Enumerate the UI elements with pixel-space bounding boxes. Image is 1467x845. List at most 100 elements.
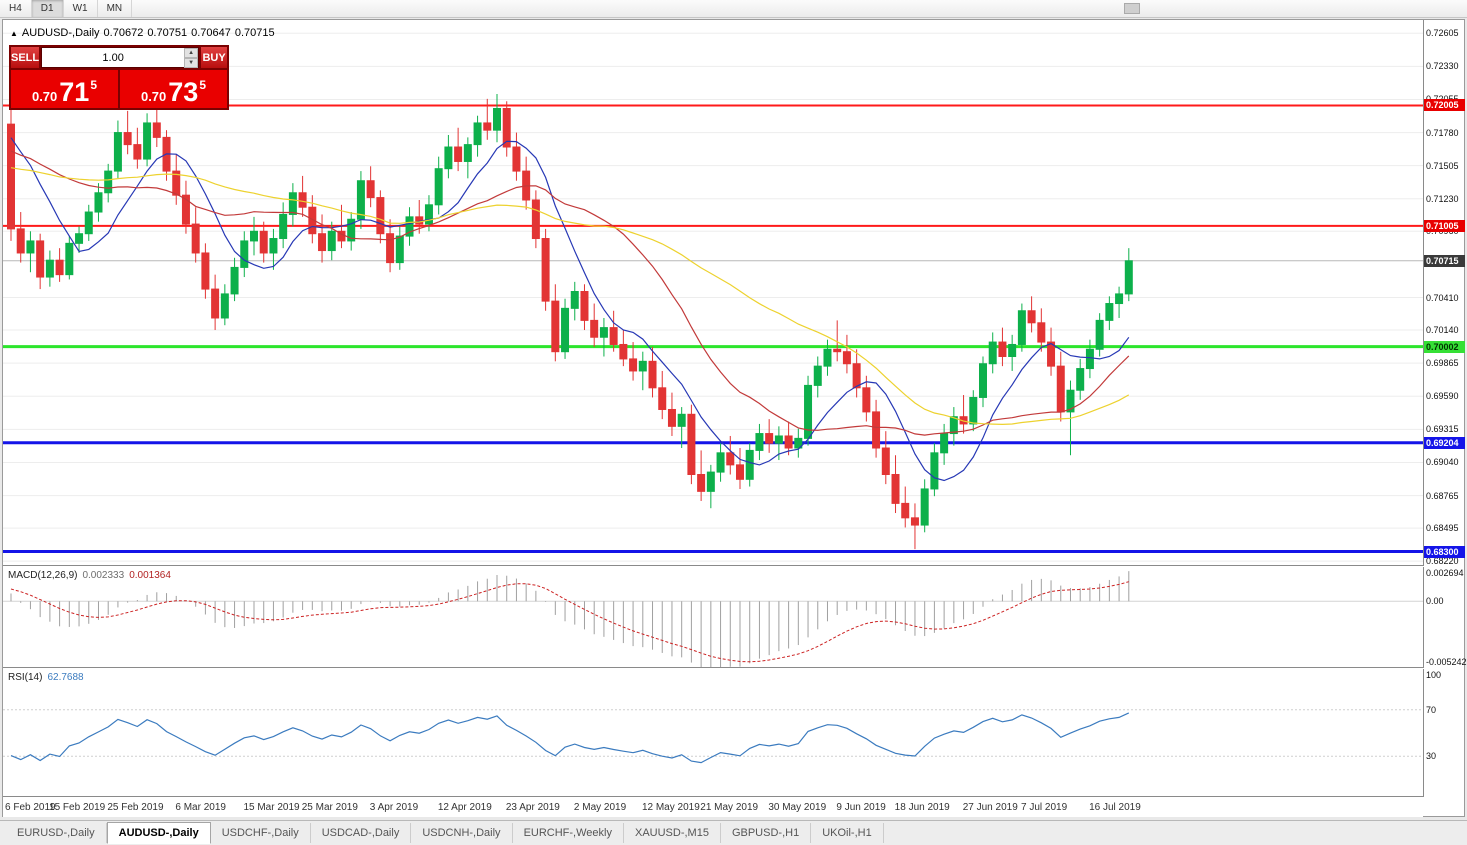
hline-price-tag[interactable]: 0.70002: [1424, 340, 1465, 353]
timeframe-button-h4[interactable]: H4: [0, 0, 32, 17]
macd-tick-label: -0.005242: [1426, 657, 1467, 667]
timeframe-toolbar: H4 D1 W1 MN: [0, 0, 1467, 18]
buy-price-big: 73: [168, 77, 199, 107]
rsi-tick-label: 70: [1426, 704, 1437, 715]
ohlc-high: 0.70751: [147, 27, 188, 39]
sell-price-display[interactable]: 0.70 71 5: [11, 70, 118, 108]
chart-tab-ukoil[interactable]: UKOil-,H1: [811, 823, 884, 843]
timeframe-button-d1[interactable]: D1: [31, 0, 64, 17]
buy-button[interactable]: BUY: [201, 47, 227, 68]
sell-price-sup: 5: [90, 78, 98, 92]
hline-price-tag[interactable]: 0.72005: [1424, 99, 1465, 112]
rsi-chart-canvas[interactable]: [3, 669, 1423, 797]
date-label: 15 Mar 2019: [243, 802, 300, 813]
main-chart-area[interactable]: ▲ AUDUSD-,Daily 0.70672 0.70751 0.70647 0.707…: [3, 20, 1423, 566]
price-tick-label: 0.72330: [1426, 61, 1459, 72]
price-axis[interactable]: 0.72605 0.72330 0.72055 0.71780 0.71505 0.712…: [1423, 20, 1465, 567]
volume-box: ▲ ▼: [41, 47, 200, 68]
date-label: 6 Feb 2019: [5, 802, 56, 813]
chart-tab-gbpusd[interactable]: GBPUSD-,H1: [721, 823, 812, 843]
date-label: 16 Jul 2019: [1089, 802, 1141, 813]
chart-tab-eurchf[interactable]: EURCHF-,Weekly: [513, 823, 624, 843]
hline-price-tag[interactable]: 0.71005: [1424, 219, 1465, 232]
date-label: 27 Jun 2019: [962, 802, 1018, 813]
price-tick-label: 0.70410: [1426, 292, 1459, 303]
timeframe-button-w1[interactable]: W1: [64, 0, 98, 17]
date-label: 7 Jul 2019: [1021, 802, 1068, 813]
grid-layer: [3, 32, 1423, 562]
time-axis[interactable]: 6 Feb 2019 15 Feb 2019 25 Feb 2019 6 Mar 20…: [3, 798, 1423, 817]
date-label: 30 May 2019: [768, 802, 827, 813]
price-tick-label: 0.68765: [1426, 490, 1459, 501]
toolbar-handle[interactable]: [1124, 3, 1140, 14]
chart-tab-eurusd[interactable]: EURUSD-,Daily: [6, 823, 107, 843]
volume-spinner-down-icon[interactable]: ▼: [184, 58, 199, 68]
ohlc-low: 0.70647: [191, 27, 231, 39]
ohlc-close: 0.70715: [234, 27, 275, 39]
date-label: 18 Jun 2019: [894, 802, 950, 813]
sell-price-big: 71: [59, 77, 90, 107]
price-tick-label: 0.71505: [1426, 160, 1459, 171]
price-tick-label: 0.71780: [1426, 127, 1459, 138]
price-tick-label: 0.68495: [1426, 523, 1459, 534]
price-tick-label: 0.69865: [1426, 358, 1459, 369]
rsi-panel[interactable]: RSI(14) 62.7688: [3, 669, 1423, 797]
date-label: 25 Feb 2019: [107, 802, 164, 813]
chart-tab-xauusd[interactable]: XAUUSD-,M15: [624, 823, 721, 843]
macd-chart-canvas[interactable]: [3, 567, 1423, 668]
price-tick-label: 0.70140: [1426, 325, 1459, 336]
date-label: 23 Apr 2019: [505, 802, 560, 813]
date-label: 12 May 2019: [641, 802, 700, 813]
buy-price-display[interactable]: 0.70 73 5: [120, 70, 227, 108]
chart-tab-audusd[interactable]: AUDUSD-,Daily: [106, 822, 211, 844]
chart-window: ▲ AUDUSD-,Daily 0.70672 0.70751 0.70647 0.707…: [2, 19, 1467, 817]
current-price-tag: 0.70715: [1424, 254, 1465, 267]
macd-panel[interactable]: MACD(12,26,9) 0.002333 0.001364: [3, 567, 1423, 668]
volume-input[interactable]: [42, 48, 185, 67]
chart-tab-bar: EURUSD-,Daily AUDUSD-,Daily USDCHF-,Daily U…: [0, 820, 1467, 845]
macd-tick-label: 0.00: [1426, 596, 1444, 607]
macd-title: MACD(12,26,9): [8, 570, 78, 581]
date-label: 6 Mar 2019: [175, 802, 226, 813]
date-label: 25 Mar 2019: [301, 802, 358, 813]
chart-tab-usdcad[interactable]: USDCAD-,Daily: [311, 823, 412, 843]
chart-symbol: AUDUSD-,Daily: [21, 27, 100, 39]
macd-value-main: 0.002333: [82, 570, 125, 581]
rsi-axis[interactable]: 100 70 30: [1423, 669, 1464, 797]
rsi-tick-label: 30: [1426, 751, 1437, 762]
timeframe-button-mn[interactable]: MN: [98, 0, 133, 17]
macd-value-signal: 0.001364: [129, 570, 171, 581]
chart-tab-usdchf[interactable]: USDCHF-,Daily: [211, 823, 311, 843]
sell-button[interactable]: SELL: [11, 47, 40, 68]
chart-tab-usdcnh[interactable]: USDCNH-,Daily: [411, 823, 513, 843]
price-tick-label: 0.69590: [1426, 391, 1459, 402]
volume-spinner-up-icon[interactable]: ▲: [184, 48, 199, 58]
macd-label: MACD(12,26,9) 0.002333 0.001364: [8, 570, 171, 581]
hline-price-tag[interactable]: 0.69204: [1424, 436, 1465, 449]
price-tick-label: 0.72055: [1426, 94, 1459, 104]
price-tick-label: 0.71230: [1426, 193, 1459, 204]
rsi-label: RSI(14) 62.7688: [8, 672, 84, 683]
rsi-title: RSI(14): [8, 672, 43, 683]
hline-price-tag[interactable]: 0.68300: [1424, 545, 1465, 558]
date-label: 21 May 2019: [700, 802, 759, 813]
candles-layer: [7, 94, 1133, 550]
price-tick-label: 0.68220: [1426, 556, 1459, 567]
date-label: 15 Feb 2019: [49, 802, 106, 813]
macd-axis[interactable]: 0.002694 0.00 -0.005242: [1423, 567, 1467, 668]
date-label: 9 Jun 2019: [836, 802, 886, 813]
date-label: 3 Apr 2019: [369, 802, 419, 813]
candlestick-chart-canvas[interactable]: [3, 20, 1423, 566]
date-label: 12 Apr 2019: [437, 802, 492, 813]
moving-averages-layer: [10, 137, 1130, 482]
price-tick-label: 0.69040: [1426, 457, 1459, 468]
date-label: 2 May 2019: [573, 802, 627, 813]
sell-price-prefix: 0.70: [31, 89, 58, 104]
rsi-tick-label: 100: [1426, 670, 1442, 680]
price-tick-label: 0.72605: [1426, 28, 1459, 39]
macd-tick-label: 0.002694: [1426, 568, 1464, 578]
volume-spinner: ▲ ▼: [184, 48, 199, 68]
timeframe-buttons: H4 D1 W1 MN: [0, 0, 133, 17]
ohlc-header: ▲ AUDUSD-,Daily 0.70672 0.70751 0.70647 0.707…: [10, 27, 279, 39]
